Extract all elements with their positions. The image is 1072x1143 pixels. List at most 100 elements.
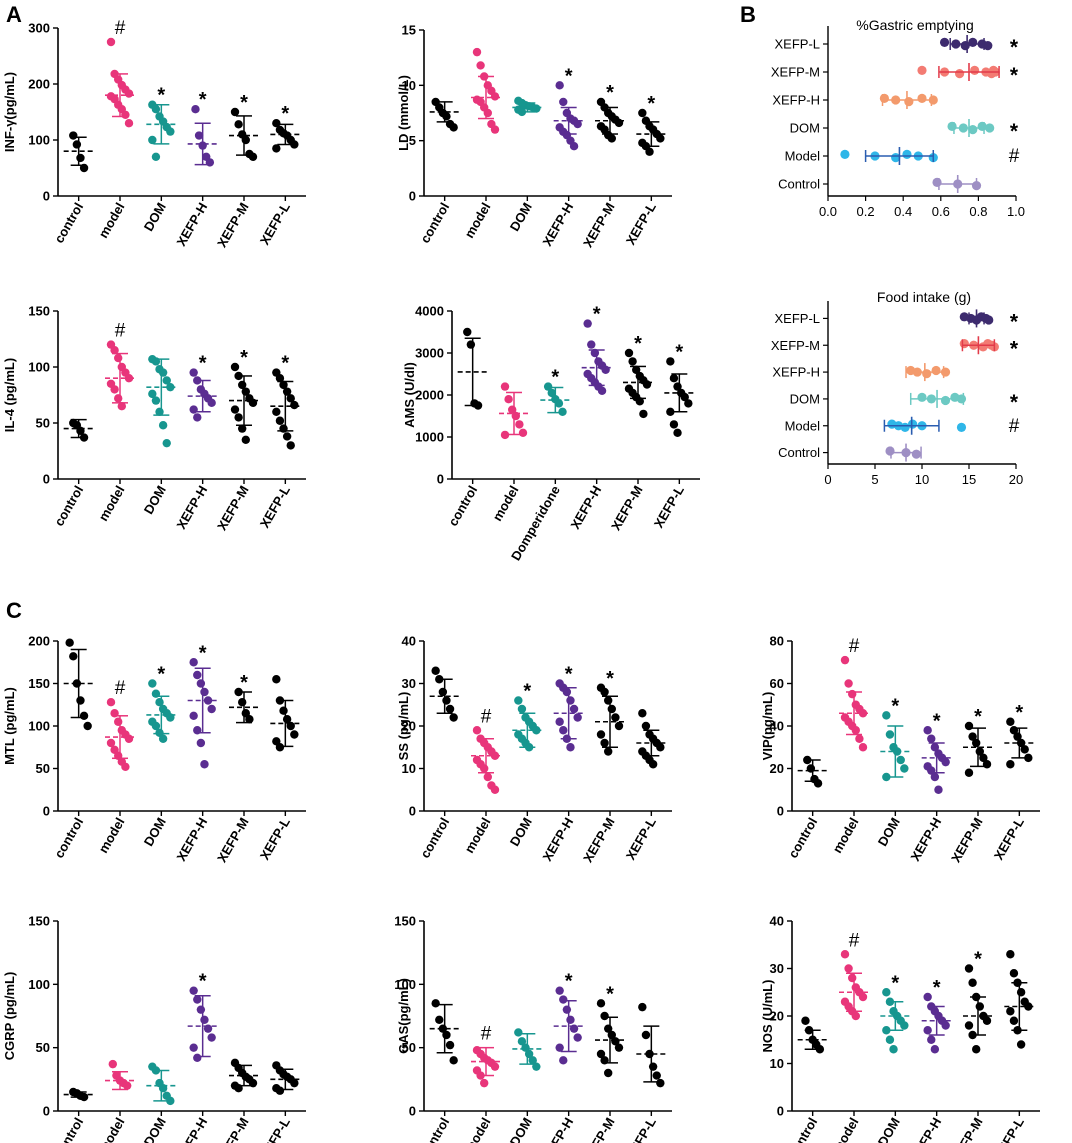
y-tick-label: 150: [394, 914, 416, 929]
y-tick-label: 40: [770, 719, 784, 734]
y-tick-label: 40: [770, 914, 784, 929]
data-point: [964, 721, 974, 731]
x-tick-label: DOM: [507, 815, 535, 849]
data-point: [930, 772, 940, 782]
data-point: [889, 1045, 898, 1054]
data-point: [964, 1021, 974, 1030]
data-point: [514, 1028, 523, 1037]
y-tick-label: 0: [777, 1104, 784, 1119]
y-axis-label: SS (pg/mL): [396, 692, 411, 761]
data-point: [193, 413, 202, 422]
significance-star: *: [199, 353, 207, 375]
data-point: [158, 368, 168, 377]
data-point: [166, 127, 175, 136]
y-tick-label: 150: [28, 914, 50, 929]
y-tick-label: 60: [770, 676, 784, 691]
data-point: [241, 435, 250, 444]
data-point: [600, 687, 609, 697]
data-point: [917, 392, 927, 402]
data-point: [286, 394, 295, 403]
x-tick-label: XEFP-L: [257, 200, 293, 248]
data-point: [596, 999, 606, 1008]
x-tick-label: model: [95, 815, 127, 856]
chart-a2: 0 5 10 15 LD (mmol/L) control model DOM XEFP-H * X…: [396, 23, 672, 250]
x-tick-label: model: [829, 815, 861, 856]
data-point: [230, 405, 240, 414]
data-point: [604, 696, 613, 705]
data-point: [234, 120, 243, 129]
x-tick-label: DOM: [141, 1115, 169, 1143]
data-point: [900, 764, 909, 773]
data-point: [272, 119, 281, 128]
x-tick-label: XEFP-H: [539, 1115, 576, 1143]
y-tick-label: 150: [28, 676, 50, 691]
y-tick-label: 50: [36, 416, 50, 431]
data-point: [638, 1002, 647, 1012]
data-point: [566, 1015, 575, 1024]
y-tick-label: DOM: [790, 391, 820, 406]
x-tick-label: XEFP-H: [173, 483, 210, 532]
data-point: [445, 1040, 455, 1050]
y-tick-label: 300: [28, 21, 50, 36]
data-point: [442, 696, 451, 705]
hash-marker: #: [1009, 146, 1020, 167]
data-point: [532, 104, 541, 113]
y-tick-label: 150: [28, 304, 50, 319]
data-point: [927, 1035, 936, 1044]
data-point: [124, 89, 134, 98]
data-point: [151, 105, 161, 114]
data-point: [194, 131, 204, 140]
x-tick-label: model: [461, 1115, 493, 1143]
data-point: [483, 108, 492, 118]
chart-c2: 0 10 20 30 40 SS (pg/mL) control model # DOM * XEFP…: [396, 634, 672, 865]
data-point: [517, 1037, 527, 1046]
data-point: [543, 382, 553, 391]
data-point: [193, 995, 202, 1004]
data-point: [573, 119, 582, 129]
data-point: [110, 346, 119, 355]
significance-star: *: [157, 664, 165, 686]
significance-star: *: [565, 664, 573, 686]
x-tick-label: DOM: [875, 815, 903, 849]
y-tick-label: 0: [43, 189, 50, 204]
chart-b2: Food intake (g) 0 5 10 15 20 XEFP-L * XEFP-M * XEF…: [771, 289, 1023, 487]
data-point: [238, 698, 247, 707]
y-axis-label: GAS(pg/mL): [396, 978, 411, 1054]
hash-marker: #: [115, 321, 126, 342]
data-point: [566, 696, 575, 705]
data-point: [844, 964, 853, 973]
data-point: [648, 760, 658, 769]
x-tick-label: control: [51, 483, 86, 529]
x-tick-label: XEFP-M: [580, 1115, 618, 1143]
x-tick-label: XEFP-M: [608, 483, 646, 533]
data-point: [472, 47, 482, 57]
y-tick-label: 30: [402, 676, 416, 691]
hash-marker: #: [115, 678, 126, 699]
data-point: [83, 721, 92, 731]
y-axis-label: AMS (U/dl): [402, 362, 417, 428]
data-point: [196, 679, 206, 688]
data-point: [196, 1005, 206, 1014]
data-point: [902, 149, 912, 159]
significance-star: *: [606, 82, 614, 104]
data-point: [922, 369, 932, 379]
significance-star: *: [933, 710, 941, 732]
data-point: [604, 1068, 613, 1078]
significance-star: *: [565, 971, 573, 993]
significance-star: *: [974, 706, 982, 728]
data-point: [500, 382, 510, 391]
y-tick-label: 5: [409, 133, 416, 148]
data-point: [517, 704, 527, 714]
data-point: [900, 1021, 909, 1030]
data-point: [272, 144, 281, 153]
significance-star: *: [891, 695, 899, 717]
x-tick-label: control: [51, 815, 86, 861]
data-point: [848, 689, 857, 699]
data-point: [562, 687, 572, 697]
significance-star: *: [933, 977, 941, 999]
data-point: [956, 422, 967, 432]
data-point: [930, 1045, 940, 1054]
x-tick-label: 10: [915, 472, 929, 487]
data-point: [801, 1016, 810, 1025]
